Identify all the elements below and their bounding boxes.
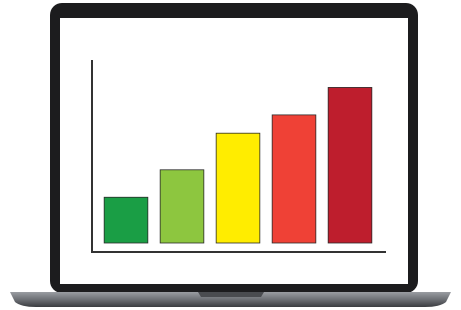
bar [160,170,204,243]
bar [272,115,316,243]
bar [328,87,372,243]
laptop-notch [198,292,264,297]
bar [104,197,148,243]
bar [216,133,260,243]
laptop-illustration [0,0,461,310]
